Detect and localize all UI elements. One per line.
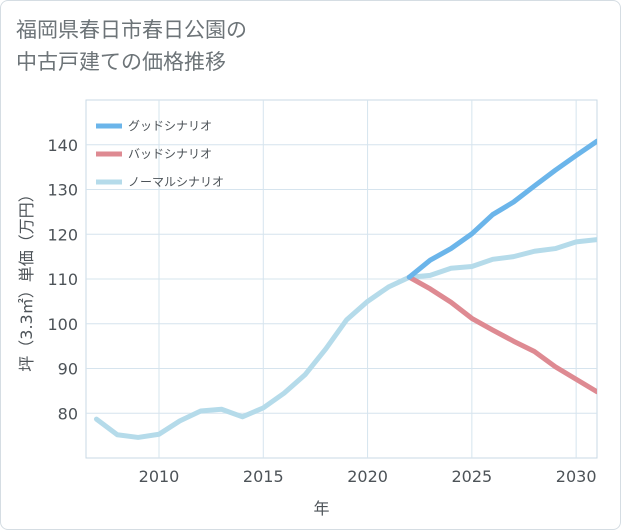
y-tick-label: 80: [58, 404, 78, 423]
series-line-1: [406, 274, 597, 395]
y-tick-label: 100: [47, 315, 78, 334]
grid: [85, 99, 598, 459]
chart-title: 福岡県春日市春日公園の 中古戸建ての価格推移: [16, 18, 247, 74]
y-tick-label: 140: [47, 136, 78, 155]
legend-label-1: バッドシナリオ: [128, 147, 212, 161]
series-lines: [93, 138, 597, 440]
series-line-2: [93, 237, 597, 440]
x-tick-label: 2020: [347, 467, 388, 486]
x-tick-label: 2030: [556, 467, 597, 486]
x-tick-label: 2010: [139, 467, 180, 486]
legend-label-2: ノーマルシナリオ: [128, 175, 224, 189]
x-axis-title: 年: [313, 499, 329, 518]
x-tick-label: 2015: [243, 467, 284, 486]
series-line-0: [406, 138, 597, 280]
x-tick-label: 2025: [451, 467, 492, 486]
y-tick-label: 120: [47, 225, 78, 244]
legend-label-0: グッドシナリオ: [128, 119, 212, 133]
y-tick-label: 90: [58, 360, 78, 379]
y-tick-label: 110: [47, 270, 78, 289]
y-axis-title: 坪（3.3㎡）単価（万円）: [17, 186, 36, 371]
axes: 2010 2015 2020 2025 2030 80 90 100 110 120 130 140 年…: [17, 136, 597, 518]
y-tick-label: 130: [47, 181, 78, 200]
